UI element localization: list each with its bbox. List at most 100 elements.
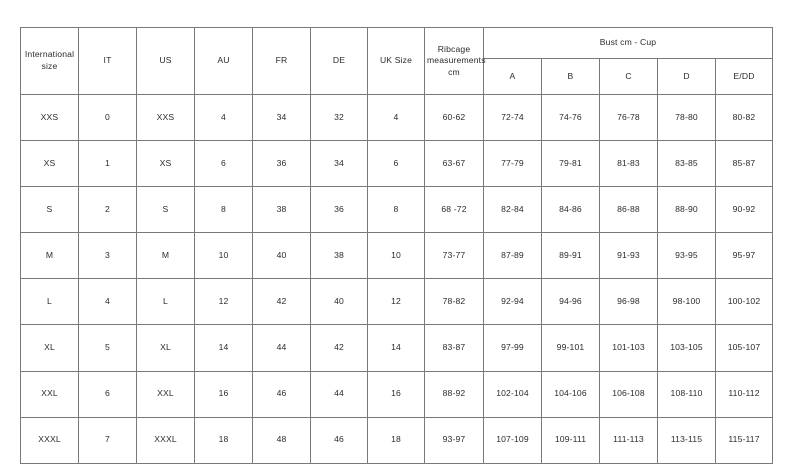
cell-de: 34 <box>310 140 368 188</box>
cell-ribcage: 63-67 <box>424 140 484 188</box>
cell-us: XXS <box>136 93 195 142</box>
cell-cup-edd: 115-117 <box>715 416 773 464</box>
cell-cup-d: 93-95 <box>657 232 716 280</box>
cell-it: 0 <box>78 93 137 142</box>
cell-fr: 34 <box>252 93 311 142</box>
column-header-ribcage-measurements: Ribcage measurements cm <box>424 27 485 95</box>
cell-ribcage: 88-92 <box>424 370 484 418</box>
cell-us: XXXL <box>136 416 195 464</box>
cell-au: 14 <box>194 324 253 372</box>
cell-fr: 42 <box>252 278 311 326</box>
cell-us: S <box>136 186 195 234</box>
cell-cup-edd: 90-92 <box>715 186 773 234</box>
cell-ribcage: 68 -72 <box>424 186 484 234</box>
cell-cup-d: 103-105 <box>657 324 716 372</box>
cell-cup-edd: 95-97 <box>715 232 773 280</box>
column-header-cup-b: B <box>541 58 600 95</box>
cell-international-size: XL <box>20 324 79 372</box>
cell-us: XXL <box>136 370 195 418</box>
cell-us: XS <box>136 140 195 188</box>
cell-de: 44 <box>310 370 368 418</box>
cell-cup-d: 78-80 <box>657 93 716 142</box>
cell-international-size: XXS <box>20 93 79 142</box>
cell-de: 32 <box>310 93 368 142</box>
cell-cup-a: 107-109 <box>483 416 542 464</box>
cell-uk-size: 12 <box>367 278 425 326</box>
cell-us: L <box>136 278 195 326</box>
column-header-cup-d: D <box>657 58 716 95</box>
cell-uk-size: 4 <box>367 93 425 142</box>
cell-ribcage: 60-62 <box>424 93 484 142</box>
cell-uk-size: 6 <box>367 140 425 188</box>
cell-international-size: XS <box>20 140 79 188</box>
size-chart-container: International size IT US AU FR DE UK Siz… <box>20 27 773 464</box>
cell-ribcage: 73-77 <box>424 232 484 280</box>
cell-cup-a: 82-84 <box>483 186 542 234</box>
cell-international-size: M <box>20 232 79 280</box>
cell-it: 6 <box>78 370 137 418</box>
cell-uk-size: 8 <box>367 186 425 234</box>
cell-cup-b: 84-86 <box>541 186 600 234</box>
column-header-uk-size: UK Size <box>367 27 425 95</box>
table-row: M 3 M 10 40 38 10 73-77 87-89 89-91 91-9… <box>20 232 773 280</box>
cell-international-size: S <box>20 186 79 234</box>
cell-de: 40 <box>310 278 368 326</box>
cell-cup-c: 76-78 <box>599 93 658 142</box>
table-row: XS 1 XS 6 36 34 6 63-67 77-79 79-81 81-8… <box>20 140 773 188</box>
cell-ribcage: 93-97 <box>424 416 484 464</box>
cell-it: 4 <box>78 278 137 326</box>
cell-cup-c: 96-98 <box>599 278 658 326</box>
column-header-international-size: International size <box>20 27 79 95</box>
cell-cup-c: 101-103 <box>599 324 658 372</box>
cell-cup-c: 86-88 <box>599 186 658 234</box>
cell-uk-size: 10 <box>367 232 425 280</box>
cell-cup-a: 102-104 <box>483 370 542 418</box>
cell-cup-a: 77-79 <box>483 140 542 188</box>
column-header-it: IT <box>78 27 137 95</box>
cell-cup-d: 113-115 <box>657 416 716 464</box>
cell-it: 1 <box>78 140 137 188</box>
cell-au: 8 <box>194 186 253 234</box>
cell-it: 3 <box>78 232 137 280</box>
column-header-de: DE <box>310 27 368 95</box>
cell-cup-d: 98-100 <box>657 278 716 326</box>
column-header-cup-a: A <box>483 58 542 95</box>
table-body: XXS 0 XXS 4 34 32 4 60-62 72-74 74-76 76… <box>20 93 773 464</box>
cell-international-size: L <box>20 278 79 326</box>
cell-cup-a: 87-89 <box>483 232 542 280</box>
table-row: L 4 L 12 42 40 12 78-82 92-94 94-96 96-9… <box>20 278 773 326</box>
cell-it: 2 <box>78 186 137 234</box>
cell-au: 18 <box>194 416 253 464</box>
cell-cup-b: 94-96 <box>541 278 600 326</box>
cell-fr: 38 <box>252 186 311 234</box>
cell-us: M <box>136 232 195 280</box>
table-row: XL 5 XL 14 44 42 14 83-87 97-99 99-101 1… <box>20 324 773 372</box>
cell-us: XL <box>136 324 195 372</box>
cell-it: 7 <box>78 416 137 464</box>
cell-cup-a: 72-74 <box>483 93 542 142</box>
cell-cup-b: 99-101 <box>541 324 600 372</box>
cell-de: 42 <box>310 324 368 372</box>
cell-fr: 48 <box>252 416 311 464</box>
cell-fr: 44 <box>252 324 311 372</box>
cell-ribcage: 83-87 <box>424 324 484 372</box>
column-header-cup-c: C <box>599 58 658 95</box>
cell-cup-a: 92-94 <box>483 278 542 326</box>
cell-de: 38 <box>310 232 368 280</box>
table-row: XXXL 7 XXXL 18 48 46 18 93-97 107-109 10… <box>20 416 773 464</box>
cell-au: 10 <box>194 232 253 280</box>
table-header: International size IT US AU FR DE UK Siz… <box>20 27 773 95</box>
cell-au: 16 <box>194 370 253 418</box>
cell-cup-c: 106-108 <box>599 370 658 418</box>
cell-cup-edd: 110-112 <box>715 370 773 418</box>
cell-de: 46 <box>310 416 368 464</box>
cell-cup-edd: 80-82 <box>715 93 773 142</box>
cell-uk-size: 14 <box>367 324 425 372</box>
cell-cup-b: 104-106 <box>541 370 600 418</box>
column-header-fr: FR <box>252 27 311 95</box>
table-header-row-cups: A B C D E/DD <box>21 58 773 95</box>
column-header-us: US <box>136 27 195 95</box>
column-header-au: AU <box>194 27 253 95</box>
column-header-cup-edd: E/DD <box>715 58 773 95</box>
cell-cup-edd: 100-102 <box>715 278 773 326</box>
